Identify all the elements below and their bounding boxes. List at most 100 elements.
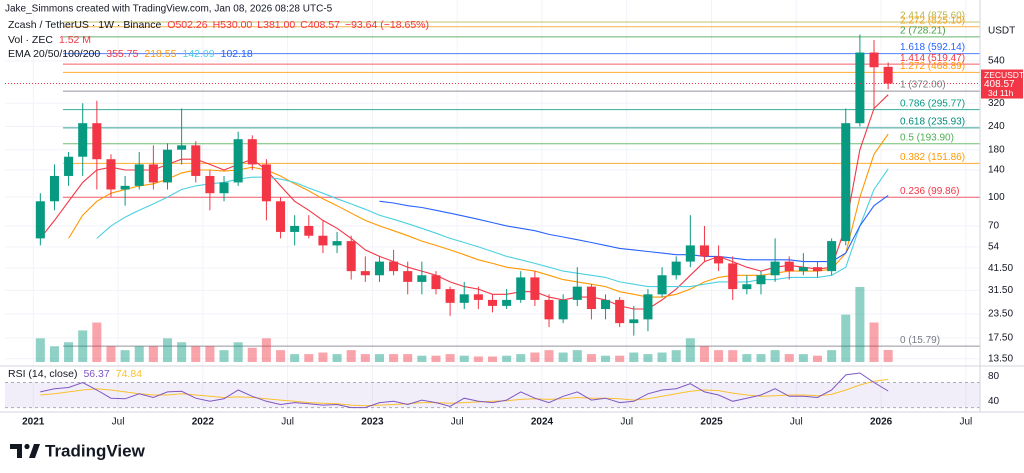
volume-bar bbox=[714, 350, 724, 362]
volume-bar bbox=[92, 322, 102, 362]
candle-body bbox=[657, 275, 667, 295]
volume-bar bbox=[629, 352, 639, 362]
volume-bar bbox=[360, 354, 370, 362]
candle-body bbox=[177, 145, 187, 150]
volume-bar bbox=[290, 354, 300, 362]
candle-body bbox=[685, 245, 695, 262]
candle-body bbox=[459, 294, 469, 303]
fib-label: 0.5 (193.90) bbox=[900, 132, 954, 143]
rsi-pane: RSI (14, close) 56.37 74.84 bbox=[5, 368, 980, 409]
candle-body bbox=[714, 256, 724, 264]
rsi-line bbox=[40, 372, 889, 409]
rsi-ma-line bbox=[40, 378, 889, 407]
volume-bar bbox=[699, 346, 709, 362]
volume-bar bbox=[502, 355, 512, 362]
x-tick-label: Jul bbox=[281, 417, 294, 428]
x-tick-label: 2026 bbox=[870, 417, 893, 428]
fib-label: 1.414 (519.47) bbox=[900, 53, 965, 64]
volume-bar bbox=[756, 354, 766, 362]
candle-body bbox=[699, 245, 709, 257]
volume-bar bbox=[798, 354, 808, 362]
candle-body bbox=[360, 271, 370, 276]
volume-bar bbox=[403, 354, 413, 362]
volume-bar bbox=[106, 346, 116, 362]
candle-body bbox=[417, 275, 427, 282]
candle-body bbox=[162, 149, 173, 183]
volume-bar bbox=[869, 322, 879, 362]
volume-bar bbox=[276, 350, 286, 362]
volume-bar bbox=[374, 354, 384, 362]
candle-body bbox=[812, 267, 823, 272]
legend: Zcash / TetherUS · 1W · Binance Vol · ZE… bbox=[8, 19, 429, 60]
volume-bar bbox=[516, 354, 526, 362]
candle-body bbox=[869, 52, 879, 68]
candle-body bbox=[78, 123, 88, 157]
volume-bar bbox=[417, 355, 427, 362]
y-tick-label: 180 bbox=[988, 144, 1005, 155]
volume-bar bbox=[219, 350, 229, 362]
fib-label: 0 (15.79) bbox=[900, 335, 940, 346]
candle-body bbox=[431, 275, 441, 290]
volume-bar bbox=[601, 355, 611, 362]
ema-line bbox=[96, 168, 889, 288]
candle-body bbox=[601, 299, 611, 310]
candle-body bbox=[261, 164, 271, 202]
axes: 540 320 240 180 140 100 70 54 41.50 31.50 23.50 17.… bbox=[5, 56, 1024, 428]
axis-unit: USDT bbox=[988, 26, 1015, 37]
candle-body bbox=[92, 123, 102, 160]
volume-bar bbox=[134, 346, 144, 362]
volume-bar bbox=[445, 354, 455, 362]
volume-bar bbox=[332, 354, 342, 362]
fib-label: 0.382 (151.86) bbox=[900, 152, 965, 163]
y-tick-label: 13.50 bbox=[988, 353, 1013, 364]
candle-body bbox=[290, 225, 300, 232]
volume-bar bbox=[544, 350, 554, 362]
volume-bar bbox=[812, 355, 823, 362]
volume-bar bbox=[770, 350, 780, 362]
volume-bar bbox=[841, 314, 851, 362]
ticker-label: ZECUSDT bbox=[984, 70, 1024, 80]
candle-body bbox=[615, 299, 625, 324]
candle-body bbox=[770, 261, 780, 276]
volume-bar bbox=[162, 338, 173, 362]
x-tick-label: Jul bbox=[959, 417, 972, 428]
last-price-tag bbox=[981, 69, 1023, 99]
brand-logo bbox=[29, 444, 40, 458]
candle-body bbox=[403, 271, 413, 282]
fib-label: 2 (728.21) bbox=[900, 26, 946, 37]
volume-bar bbox=[742, 354, 752, 362]
x-tick-label: 2023 bbox=[361, 417, 384, 428]
candle-body bbox=[855, 52, 865, 124]
volume bbox=[35, 287, 893, 362]
x-tick-label: 2024 bbox=[531, 417, 554, 428]
symbol: Zcash / TetherUS · 1W · Binance bbox=[8, 19, 161, 31]
volume-label: Vol · ZEC bbox=[8, 34, 53, 46]
rsi-value: 74.84 bbox=[116, 368, 142, 380]
volume-bar bbox=[855, 287, 865, 362]
candles bbox=[35, 34, 893, 336]
volume-bar bbox=[35, 338, 45, 362]
volume-bar bbox=[233, 342, 243, 362]
x-tick-label: Jul bbox=[451, 417, 464, 428]
x-tick-label: 2021 bbox=[22, 417, 45, 428]
candle-body bbox=[304, 225, 314, 236]
brand: TradingView bbox=[10, 441, 146, 460]
volume-bar bbox=[389, 354, 399, 362]
candle-body bbox=[841, 123, 851, 242]
candle-body bbox=[106, 159, 116, 190]
ema-value: 142.09 bbox=[183, 48, 215, 60]
volume-bar bbox=[64, 342, 74, 362]
x-tick-label: Jul bbox=[790, 417, 803, 428]
brand-logo bbox=[10, 444, 22, 458]
candle-body bbox=[643, 294, 653, 320]
fib-label: 0.236 (99.86) bbox=[900, 186, 960, 197]
volume-bar bbox=[558, 352, 568, 362]
volume-bar bbox=[191, 346, 201, 362]
candle-body bbox=[502, 299, 512, 306]
y-tick-label: 23.50 bbox=[988, 309, 1013, 320]
candle-body bbox=[530, 277, 540, 300]
fib-label: 1.272 (468.89) bbox=[900, 61, 965, 72]
volume-bar bbox=[247, 347, 257, 362]
